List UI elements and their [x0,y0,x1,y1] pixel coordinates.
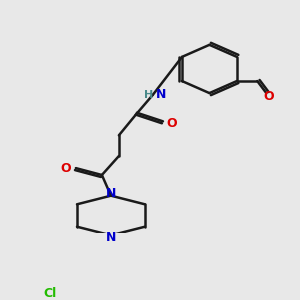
Text: H: H [144,90,153,100]
Text: N: N [156,88,166,101]
Text: O: O [167,117,177,130]
Text: O: O [61,162,71,175]
Text: O: O [263,90,274,103]
Text: N: N [106,188,116,200]
Text: Cl: Cl [43,287,56,300]
Text: N: N [106,231,116,244]
